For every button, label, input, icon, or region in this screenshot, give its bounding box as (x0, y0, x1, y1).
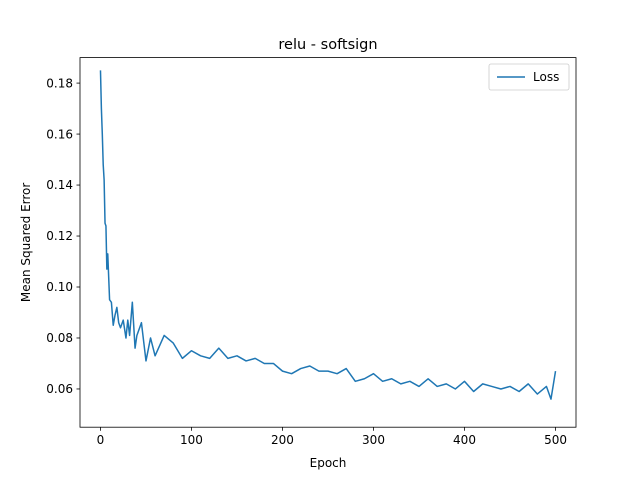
chart-title: relu - softsign (278, 37, 377, 53)
y-tick-label: 0.18 (46, 76, 73, 90)
series-line-loss (99, 70, 557, 400)
legend-box (488, 63, 570, 91)
y-tick-label: 0.10 (46, 280, 73, 294)
x-tick-label: 500 (544, 433, 567, 447)
x-tick-label: 400 (453, 433, 476, 447)
y-tick-label: 0.06 (46, 382, 73, 396)
x-tick-label: 0 (97, 433, 105, 447)
y-ticks: 0.06 0.08 0.10 0.12 0.14 0.16 0.18 (46, 76, 80, 396)
x-tick-label: 100 (180, 433, 203, 447)
y-tick-label: 0.16 (46, 127, 73, 141)
plot-area (80, 57, 576, 428)
y-tick-label: 0.08 (46, 331, 73, 345)
legend: Loss (488, 63, 570, 91)
x-ticks: 0 100 200 300 400 500 (97, 427, 567, 447)
y-tick-label: 0.12 (46, 229, 73, 243)
y-axis-label: Mean Squared Error (19, 183, 33, 303)
legend-label-loss: Loss (533, 70, 559, 84)
x-tick-label: 200 (271, 433, 294, 447)
y-tick-label: 0.14 (46, 178, 73, 192)
x-tick-label: 300 (362, 433, 385, 447)
plot-frame (79, 57, 577, 428)
x-axis-label: Epoch (310, 456, 347, 470)
